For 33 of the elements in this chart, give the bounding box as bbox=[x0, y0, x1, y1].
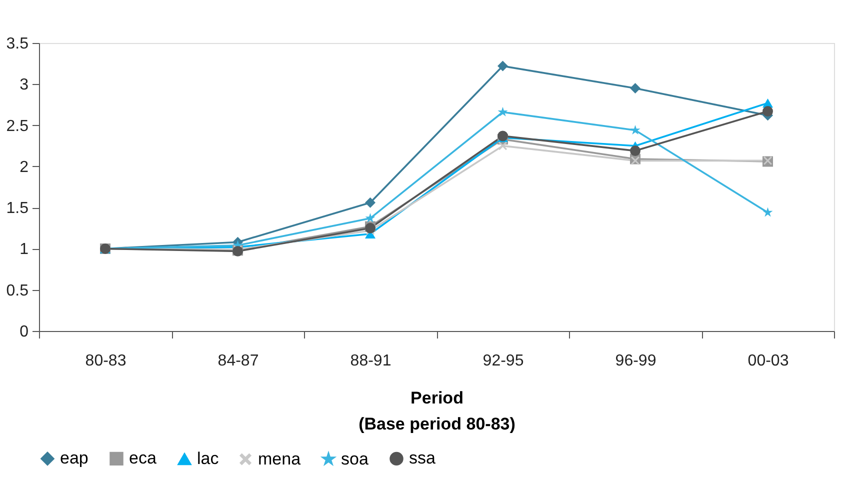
x-tick-label: 84-87 bbox=[218, 352, 259, 370]
point bbox=[365, 213, 376, 223]
point bbox=[630, 83, 640, 94]
point bbox=[498, 142, 508, 150]
legend-label: eap bbox=[60, 448, 88, 468]
legend-label: lac bbox=[197, 449, 220, 468]
legend-label: mena bbox=[258, 449, 302, 468]
x-tick-label: 80-83 bbox=[85, 352, 126, 370]
y-tick-label: 1 bbox=[20, 241, 29, 258]
point bbox=[365, 197, 376, 208]
y-tick-label: 0.5 bbox=[6, 282, 29, 300]
x-tick-label: 96-99 bbox=[615, 352, 656, 370]
x-axis-title: Period (Base period 80-83) bbox=[358, 388, 516, 434]
point bbox=[630, 124, 640, 134]
legend-label: ssa bbox=[409, 448, 436, 468]
point bbox=[630, 156, 640, 165]
y-tick-label: 3.5 bbox=[6, 36, 29, 52]
y-tick-label: 2.5 bbox=[6, 118, 29, 135]
y-tick-label: 0 bbox=[20, 324, 29, 340]
point bbox=[762, 106, 773, 117]
point bbox=[762, 207, 773, 217]
point bbox=[498, 130, 508, 142]
x-tick-label: 88-91 bbox=[350, 352, 392, 370]
point bbox=[630, 146, 640, 156]
y-tick-label: 1.5 bbox=[6, 200, 29, 218]
point bbox=[498, 60, 508, 72]
point bbox=[498, 106, 508, 116]
legend-label: soa bbox=[341, 449, 369, 468]
x-tick-label: 92-95 bbox=[482, 352, 524, 370]
legend-label: eca bbox=[129, 448, 157, 468]
y-tick-label: 3 bbox=[20, 76, 29, 94]
x-tick-label: 00-03 bbox=[748, 352, 789, 370]
y-tick-label: 2 bbox=[20, 158, 29, 176]
